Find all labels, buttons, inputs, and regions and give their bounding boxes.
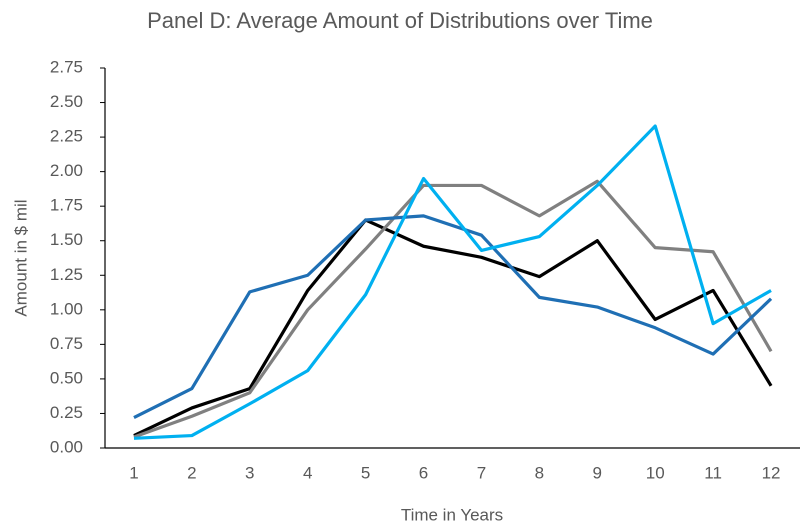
x-tick-label: 11	[704, 463, 722, 482]
x-tick-label: 9	[593, 463, 602, 482]
y-tick-label: 1.50	[50, 230, 83, 249]
y-tick-label: 0.00	[50, 437, 83, 456]
series-line	[133, 179, 773, 439]
x-tick-label: 3	[245, 463, 254, 482]
x-tick-label: 8	[535, 463, 544, 482]
x-axis-title: Time in Years	[401, 505, 503, 524]
y-axis-title: Amount in $ mil	[11, 199, 30, 316]
x-tick-label: 1	[129, 463, 138, 482]
series-line	[133, 214, 773, 420]
y-tick-label: 0.25	[50, 403, 83, 422]
x-tick-label: 7	[477, 463, 486, 482]
x-tick-label: 5	[361, 463, 370, 482]
y-tick-label: 2.50	[50, 92, 83, 111]
chart-title: Panel D: Average Amount of Distributions…	[147, 8, 653, 33]
x-tick-label: 6	[419, 463, 428, 482]
y-tick-label: 2.25	[50, 127, 83, 146]
series-line	[133, 218, 773, 438]
series-line	[133, 124, 772, 440]
y-tick-label: 2.00	[50, 161, 83, 180]
y-tick-label: 1.75	[50, 196, 83, 215]
x-tick-label: 4	[303, 463, 312, 482]
x-tick-label: 12	[762, 463, 781, 482]
x-tick-label: 10	[646, 463, 665, 482]
x-tick-label: 2	[187, 463, 196, 482]
y-tick-label: 1.00	[50, 299, 83, 318]
y-tick-label: 0.75	[50, 334, 83, 353]
y-tick-label: 0.50	[50, 368, 83, 387]
y-tick-label: 1.25	[50, 265, 83, 284]
y-tick-label: 2.75	[50, 57, 83, 76]
